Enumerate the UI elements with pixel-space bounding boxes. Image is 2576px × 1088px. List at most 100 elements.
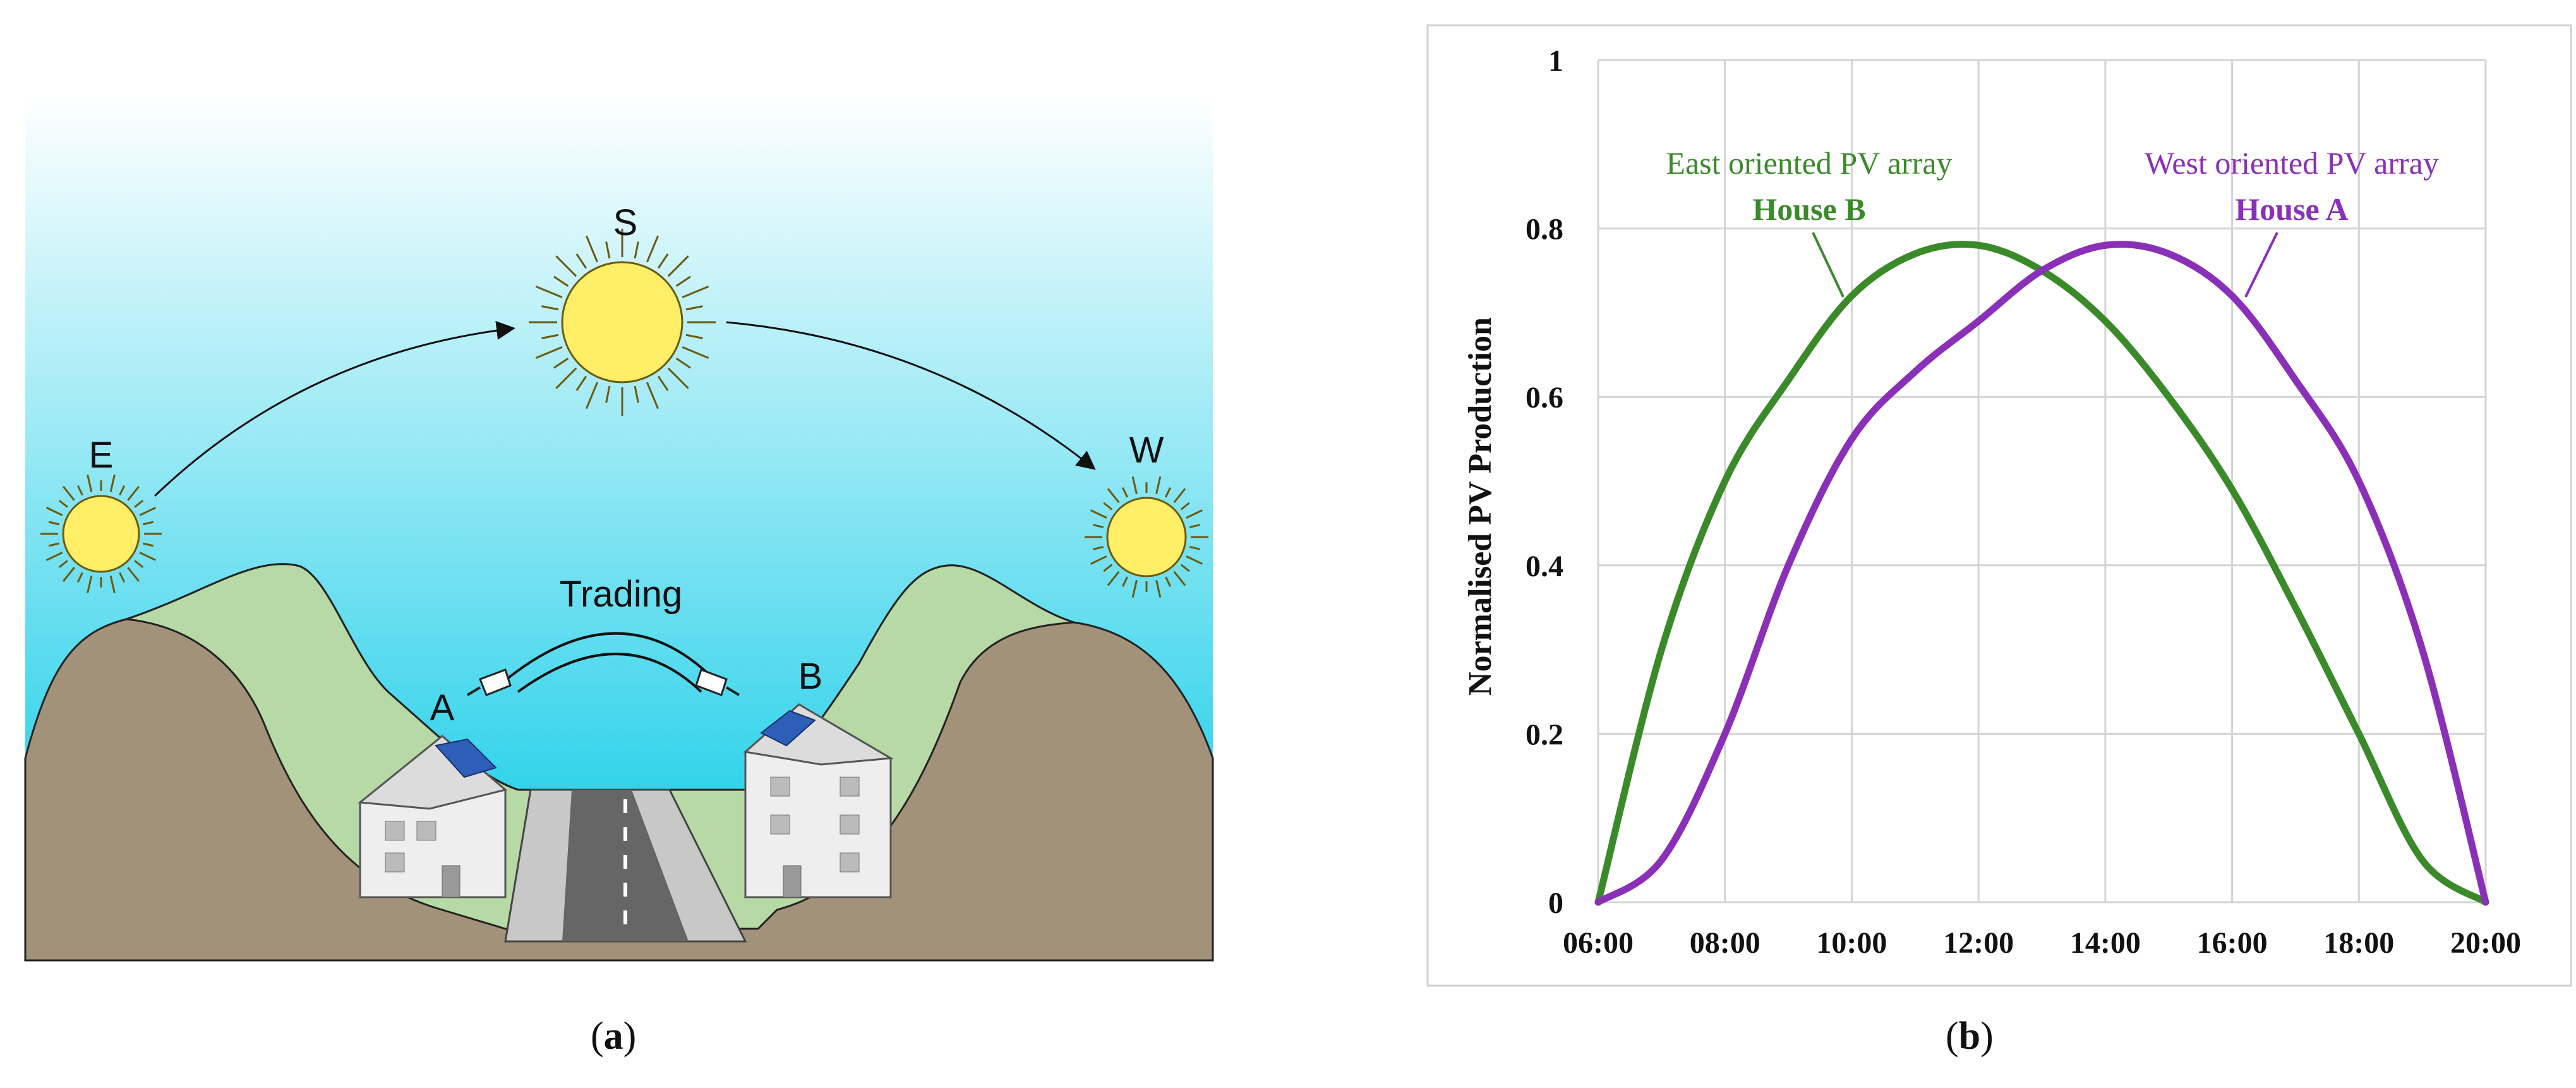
- caption-paren: ): [623, 1015, 637, 1058]
- sun-ray: [139, 552, 157, 562]
- series-line-1: [1594, 241, 2489, 906]
- sun-ray: [1107, 571, 1120, 586]
- sun-ray: [1103, 502, 1113, 511]
- label-east: E: [89, 435, 114, 476]
- sun-ray: [87, 474, 93, 493]
- sun-ray: [1090, 555, 1107, 565]
- solar-panel-a: [435, 738, 497, 778]
- sun-ray: [553, 357, 569, 369]
- y-tick-label: 0.2: [1526, 718, 1563, 751]
- sun-path-arrow: [726, 321, 1096, 470]
- series-sublabel-house-a: House A: [2235, 191, 2348, 227]
- sun-ray: [1131, 476, 1138, 495]
- sun-ray: [1186, 555, 1203, 565]
- x-tick-label: 16:00: [2197, 926, 2268, 960]
- caption-letter: a: [603, 1015, 623, 1058]
- sun-path-arrow: [153, 321, 515, 497]
- sun-ray: [58, 560, 68, 569]
- sun-ray: [541, 334, 559, 339]
- sun-ray: [675, 275, 691, 287]
- sun-ray: [634, 385, 639, 403]
- house-b: [743, 703, 894, 898]
- sun-ray: [667, 255, 689, 277]
- solar-panel-b: [760, 710, 816, 747]
- house-a: [358, 735, 508, 898]
- sun-ray: [682, 285, 709, 298]
- sun-ray: [535, 285, 563, 298]
- sun-ray: [575, 375, 587, 391]
- leader-line: [1812, 232, 1845, 298]
- sun-ray: [1131, 579, 1138, 598]
- sun-disc: [62, 495, 140, 573]
- sun-ray: [1189, 524, 1200, 528]
- sun-ray: [634, 241, 639, 259]
- sun-ray: [682, 346, 709, 360]
- sun-ray: [1173, 571, 1186, 586]
- label-west: W: [1129, 430, 1164, 471]
- sun-ray: [675, 357, 691, 369]
- sun-ray: [76, 485, 83, 496]
- caption-paren: (: [1946, 1015, 1959, 1058]
- sun-ray: [48, 542, 60, 547]
- caption-a: (a): [591, 1014, 636, 1059]
- sun-ray: [76, 572, 83, 583]
- series-sublabel-house-b: House B: [1752, 191, 1865, 227]
- sun-ray: [87, 575, 93, 593]
- label-south: S: [613, 202, 638, 243]
- sun-ray: [139, 506, 157, 516]
- sun-ray: [575, 253, 587, 269]
- sun-ray: [553, 275, 569, 287]
- sun-ray: [1093, 546, 1104, 550]
- y-tick-label: 0.6: [1526, 381, 1563, 414]
- sun-ray: [48, 521, 60, 526]
- sun-ray: [109, 474, 116, 493]
- sun-ray: [1090, 509, 1107, 519]
- series-label-west: West oriented PV array: [2145, 145, 2439, 181]
- sun-ray: [605, 241, 611, 259]
- x-tick-label: 08:00: [1690, 926, 1760, 960]
- sun-ray: [45, 552, 63, 562]
- y-tick-label: 0: [1548, 886, 1563, 920]
- sun-disc: [1106, 497, 1187, 577]
- sun-ray: [685, 305, 703, 311]
- y-tick-label: 1: [1548, 44, 1563, 78]
- y-tick-label: 0.4: [1526, 550, 1563, 583]
- sun-ray: [142, 542, 154, 547]
- sun-ray: [1103, 564, 1113, 572]
- sun-ray: [555, 255, 577, 277]
- sun-ray: [1180, 502, 1190, 511]
- x-tick-label: 18:00: [2323, 926, 2394, 960]
- label-house-b: B: [798, 656, 823, 697]
- sun-ray: [1155, 579, 1162, 598]
- plug-icon: [466, 668, 512, 696]
- sun-ray: [1107, 488, 1120, 504]
- sun-ray: [119, 485, 126, 496]
- sun-disc: [561, 261, 683, 384]
- sun-ray: [1180, 564, 1190, 572]
- sun-ray: [585, 382, 598, 409]
- sun-ray: [541, 305, 559, 311]
- sun-ray: [62, 567, 75, 582]
- sun-ray: [605, 385, 611, 403]
- sun-icon: [40, 474, 162, 593]
- sun-ray: [134, 499, 144, 508]
- x-tick-label: 06:00: [1563, 926, 1634, 960]
- sun-icon: [1085, 476, 1208, 598]
- caption-letter: b: [1958, 1015, 1981, 1058]
- y-axis-label: Normalised PV Production: [1462, 317, 1498, 696]
- sun-ray: [657, 375, 669, 391]
- sun-ray: [1165, 576, 1172, 587]
- sun-ray: [127, 567, 140, 582]
- leader-line: [2244, 232, 2278, 298]
- label-house-a: A: [430, 687, 455, 728]
- sun-ray: [62, 486, 75, 501]
- caption-paren: ): [1980, 1015, 1994, 1058]
- sun-ray: [127, 486, 140, 501]
- road: [504, 789, 747, 943]
- sun-ray: [1189, 546, 1200, 550]
- sun-ray: [535, 346, 563, 360]
- x-tick-label: 10:00: [1816, 926, 1887, 960]
- trading-arcs: [498, 632, 721, 693]
- series-label-east: East oriented PV array: [1666, 145, 1952, 181]
